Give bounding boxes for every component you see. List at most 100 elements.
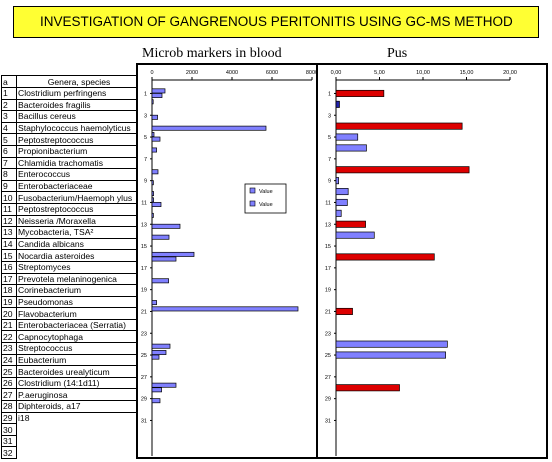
pus-y-tick-label: 13 <box>325 222 331 228</box>
table-row: 32 <box>1 446 142 459</box>
blood-bar-series2 <box>151 169 159 175</box>
pus-y-tick-label: 5 <box>328 135 331 141</box>
pus-bar <box>335 198 348 206</box>
blood-y-tick-label: 15 <box>141 244 147 250</box>
blood-bar-series1 <box>151 251 195 257</box>
pus-bar <box>335 188 349 196</box>
pus-x-tick-label: 10,00 <box>416 70 430 76</box>
blood-y-tick-label: 1 <box>144 91 147 97</box>
row-genus-name: Mycobacteria, TSA² <box>16 226 142 239</box>
blood-bar-series1 <box>151 132 155 137</box>
pus-bar <box>335 177 339 185</box>
pus-y-tick-label: 27 <box>325 375 331 381</box>
blood-y-tick-label: 29 <box>141 397 147 403</box>
blood-y-tick-label: 27 <box>141 375 147 381</box>
blood-bar-series1 <box>151 99 154 105</box>
blood-bar-series2 <box>151 147 157 153</box>
blood-y-tick-label: 21 <box>141 309 147 315</box>
pus-y-tick-label: 29 <box>325 397 331 403</box>
pus-bar <box>335 340 448 348</box>
pus-panel-title: Pus <box>387 46 408 61</box>
table-row: 4 Staphylococcus haemolyticus <box>1 121 142 135</box>
pus-y-tick-label: 31 <box>325 418 331 424</box>
legend-swatch <box>249 187 256 194</box>
blood-bar-series1 <box>151 350 167 355</box>
table-row: 6 Propionibacterium <box>1 144 142 158</box>
pus-bar <box>335 351 446 359</box>
table-row: 12 Neisseria /Moraxella <box>1 214 142 228</box>
genera-table: a Genera, species 1 Clostridium perfringens… <box>1 75 142 459</box>
pus-bar <box>335 253 435 261</box>
blood-bar-series2 <box>151 398 161 404</box>
table-row: 7 Chlamidia trachomatis <box>1 156 142 170</box>
legend-swatch <box>249 200 256 207</box>
blood-bar-series2 <box>151 256 177 262</box>
blood-legend: Value Value <box>244 183 287 214</box>
row-number: 32 <box>1 446 17 459</box>
pus-bar <box>335 220 366 228</box>
pus-y-tick-label: 3 <box>328 113 331 119</box>
table-row: 8 Enterococcus <box>1 168 142 181</box>
pus-x-tick-label: 20,00 <box>503 70 517 76</box>
pus-x-tick-label: 0,00 <box>331 70 342 76</box>
blood-y-tick-label: 5 <box>144 135 147 141</box>
blood-bar-series2 <box>151 136 161 142</box>
blood-bar-series2 <box>151 125 267 131</box>
pus-y-tick-label: 15 <box>325 244 331 250</box>
blood-bar-series2 <box>151 234 170 240</box>
blood-y-tick-label: 11 <box>141 200 147 206</box>
table-header-name: Genera, species <box>16 75 142 88</box>
row-genus-name: i18 <box>18 413 30 424</box>
pus-x-tick-label: 5,00 <box>374 70 385 76</box>
pus-y-tick-label: 25 <box>325 353 331 359</box>
legend-label: Value <box>259 202 273 208</box>
blood-bar-series2 <box>151 93 163 98</box>
row-genus-name: Chlamidia trachomatis <box>16 156 142 170</box>
blood-y-tick-label: 25 <box>141 353 147 359</box>
blood-bar-series2 <box>151 180 154 186</box>
blood-bar-series2 <box>151 114 158 120</box>
blood-y-tick-label: 9 <box>144 179 147 185</box>
title-banner: INVESTIGATION OF GANGRENOUS PERITONITIS … <box>13 6 539 38</box>
pus-y-tick-label: 7 <box>328 157 331 163</box>
pus-bar <box>335 133 359 141</box>
table-row: 11 Peptostreptococcus <box>1 202 142 216</box>
blood-bar-series1 <box>151 88 166 94</box>
blood-y-tick-label: 17 <box>141 266 147 272</box>
page-title: INVESTIGATION OF GANGRENOUS PERITONITIS … <box>40 14 513 29</box>
blood-bar-series2 <box>151 191 154 197</box>
blood-x-tick-label: 0 <box>150 70 153 76</box>
blood-panel-title: Microb markers in blood <box>142 46 282 61</box>
blood-bar-series2 <box>151 278 169 284</box>
blood-bar-series2 <box>151 202 162 207</box>
pus-bar <box>335 100 340 108</box>
legend-label: Value <box>259 189 273 195</box>
blood-x-tick-label: 2000 <box>186 70 198 76</box>
pus-bar <box>335 307 353 315</box>
blood-y-tick-label: 23 <box>141 331 147 337</box>
pus-bar <box>335 384 400 392</box>
table-row: 9 Enterobacteriaceae <box>1 179 142 193</box>
blood-bar-series2 <box>151 343 171 349</box>
table-row: 28 Diphteroids, a17 <box>1 400 142 413</box>
pus-bar <box>335 209 342 217</box>
table-row: 18 Corinebacterium <box>1 284 142 297</box>
blood-y-tick-label: 31 <box>141 418 147 424</box>
blood-bar-series2 <box>151 354 160 360</box>
pus-y-tick-label: 1 <box>328 91 331 97</box>
blood-bar-series1 <box>151 197 154 203</box>
blood-bar-series2 <box>151 300 157 306</box>
blood-x-tick-label: 6000 <box>266 70 278 76</box>
pus-bar <box>335 122 463 130</box>
blood-y-tick-label: 13 <box>141 222 147 228</box>
blood-x-tick-label: 4000 <box>226 70 238 76</box>
table-row: 23 Streptococcus <box>1 342 142 355</box>
blood-bar-series1 <box>151 382 177 388</box>
pus-y-tick-label: 23 <box>325 331 331 337</box>
pus-x-tick-label: 15,00 <box>460 70 474 76</box>
table-row: 27 P.aeruginosa <box>1 388 142 402</box>
table-header-row: a Genera, species <box>1 75 142 88</box>
pus-y-tick-label: 21 <box>325 309 331 315</box>
row-genus-name: Propionibacterium <box>16 144 142 158</box>
